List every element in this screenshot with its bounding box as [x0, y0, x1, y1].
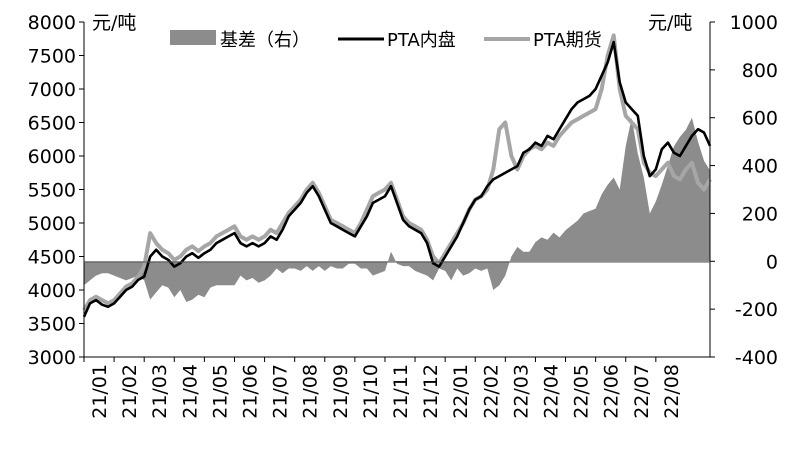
legend-label-basis: 基差（右） [220, 30, 310, 51]
left-tick-label: 4000 [28, 280, 76, 302]
left-tick-label: 4500 [28, 247, 76, 269]
right-tick-label: -400 [735, 347, 778, 369]
left-unit-label: 元/吨 [92, 12, 136, 34]
x-tick-label: 21/07 [270, 364, 292, 419]
left-tick-label: 6000 [28, 146, 76, 168]
left-tick-label: 6500 [28, 113, 76, 135]
legend: 基差（右） PTA内盘 PTA期货 [170, 30, 602, 51]
right-unit-label: 元/吨 [648, 12, 692, 34]
x-tick-label: 22/07 [631, 364, 653, 419]
legend-label-pta-spot: PTA内盘 [387, 30, 456, 51]
x-tick-label: 21/12 [420, 364, 442, 419]
x-tick-label: 21/10 [360, 364, 382, 419]
x-axis-ticks: 21/01 21/02 21/03 21/04 21/05 21/06 21/07 21/08… [83, 357, 683, 419]
x-tick-label: 22/08 [661, 364, 683, 419]
x-tick-label: 21/08 [300, 364, 322, 419]
right-tick-label: 1000 [730, 12, 778, 34]
left-tick-label: 3000 [28, 347, 76, 369]
x-tick-label: 21/05 [209, 364, 231, 419]
right-tick-label: -200 [735, 299, 778, 321]
right-axis-ticks: -400 -200 0 200 400 600 800 1000 [710, 12, 778, 369]
right-tick-label: 200 [742, 203, 778, 225]
x-tick-label: 21/06 [240, 364, 262, 419]
right-tick-label: 400 [742, 156, 778, 178]
x-tick-label: 22/06 [601, 364, 623, 419]
right-tick-label: 0 [766, 251, 778, 273]
x-tick-label: 21/03 [149, 364, 171, 419]
price-line-layer [82, 33, 712, 318]
x-tick-label: 22/04 [540, 364, 562, 419]
basis-area-layer [84, 117, 710, 302]
series-pta-spot-line [82, 40, 712, 318]
x-tick-label: 21/04 [179, 364, 201, 419]
x-tick-label: 21/02 [119, 364, 141, 419]
left-tick-label: 3500 [28, 314, 76, 336]
left-tick-label: 5500 [28, 180, 76, 202]
x-tick-label: 22/01 [450, 364, 472, 419]
left-tick-label: 8000 [28, 12, 76, 34]
right-tick-label: 600 [742, 108, 778, 130]
right-tick-label: 800 [742, 60, 778, 82]
legend-label-pta-futures: PTA期货 [533, 30, 602, 51]
left-tick-label: 7000 [28, 79, 76, 101]
left-axis-ticks: 3000 3500 4000 4500 5000 5500 6000 6500 7000 7500… [28, 12, 84, 369]
series-basis-area [84, 117, 710, 302]
left-tick-label: 7500 [28, 46, 76, 68]
x-tick-label: 22/03 [510, 364, 532, 419]
left-tick-label: 5000 [28, 213, 76, 235]
legend-swatch-basis [170, 30, 216, 45]
x-tick-label: 21/01 [89, 364, 111, 419]
x-tick-label: 22/02 [480, 364, 502, 419]
x-tick-label: 21/11 [390, 364, 412, 419]
x-tick-label: 21/09 [330, 364, 352, 419]
x-tick-label: 22/05 [571, 364, 593, 419]
